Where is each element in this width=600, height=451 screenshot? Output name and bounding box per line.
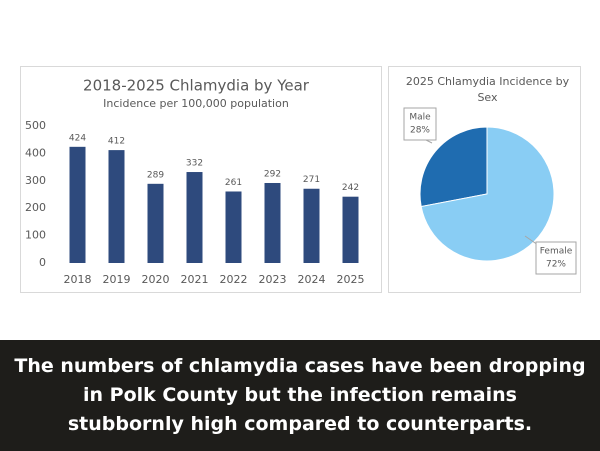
x-tick-label: 2022 [220,273,248,286]
bar [264,182,281,263]
data-label: 261 [225,178,242,188]
data-label: 271 [303,175,320,185]
bar [147,183,164,263]
data-label: 292 [264,169,281,179]
pie-slice [420,126,555,262]
charts: 2018-2025 Chlamydia by Year Incidence pe… [20,66,581,293]
y-tick-label: 300 [25,174,46,187]
x-tick-label: 2024 [298,273,326,286]
callout-box [535,241,577,275]
x-tick-label: 2023 [259,273,287,286]
x-tick-label: 2025 [337,273,365,286]
bar [303,188,320,263]
bar [108,150,125,263]
data-label: 424 [69,133,86,143]
caption-line: in Polk County but the infection remains [83,384,517,406]
slice-label: 28% [410,126,430,136]
bar [225,191,242,263]
x-tick-label: 2020 [142,273,170,286]
y-tick-label: 200 [25,201,46,214]
data-label: 242 [342,183,359,193]
x-tick-label: 2018 [64,273,92,286]
slice-category: Male [409,113,431,123]
callout-box [403,107,437,141]
caption: The numbers of chlamydia cases have been… [0,340,600,451]
data-label: 289 [147,170,164,180]
y-tick-label: 500 [25,119,46,132]
data-label: 412 [108,137,125,147]
bar-subtitle: Incidence per 100,000 population [103,97,289,110]
x-tick-label: 2019 [103,273,131,286]
caption-line: stubbornly high compared to counterparts… [67,413,533,435]
caption-line: The numbers of chlamydia cases have been… [14,355,586,377]
pie-title: 2025 Chlamydia Incidence by Sex [405,75,570,104]
bar [342,196,359,263]
x-tick-label: 2021 [181,273,209,286]
y-tick-label: 100 [25,229,46,242]
bar-title: 2018-2025 Chlamydia by Year [83,77,310,95]
bar [186,172,203,263]
y-tick-label: 400 [25,146,46,159]
bar [69,146,86,263]
slice-label: 72% [546,260,566,270]
slice-category: Female [540,247,573,257]
pie-slice [419,126,488,208]
data-label: 332 [186,159,203,169]
y-tick-label: 0 [39,256,46,269]
